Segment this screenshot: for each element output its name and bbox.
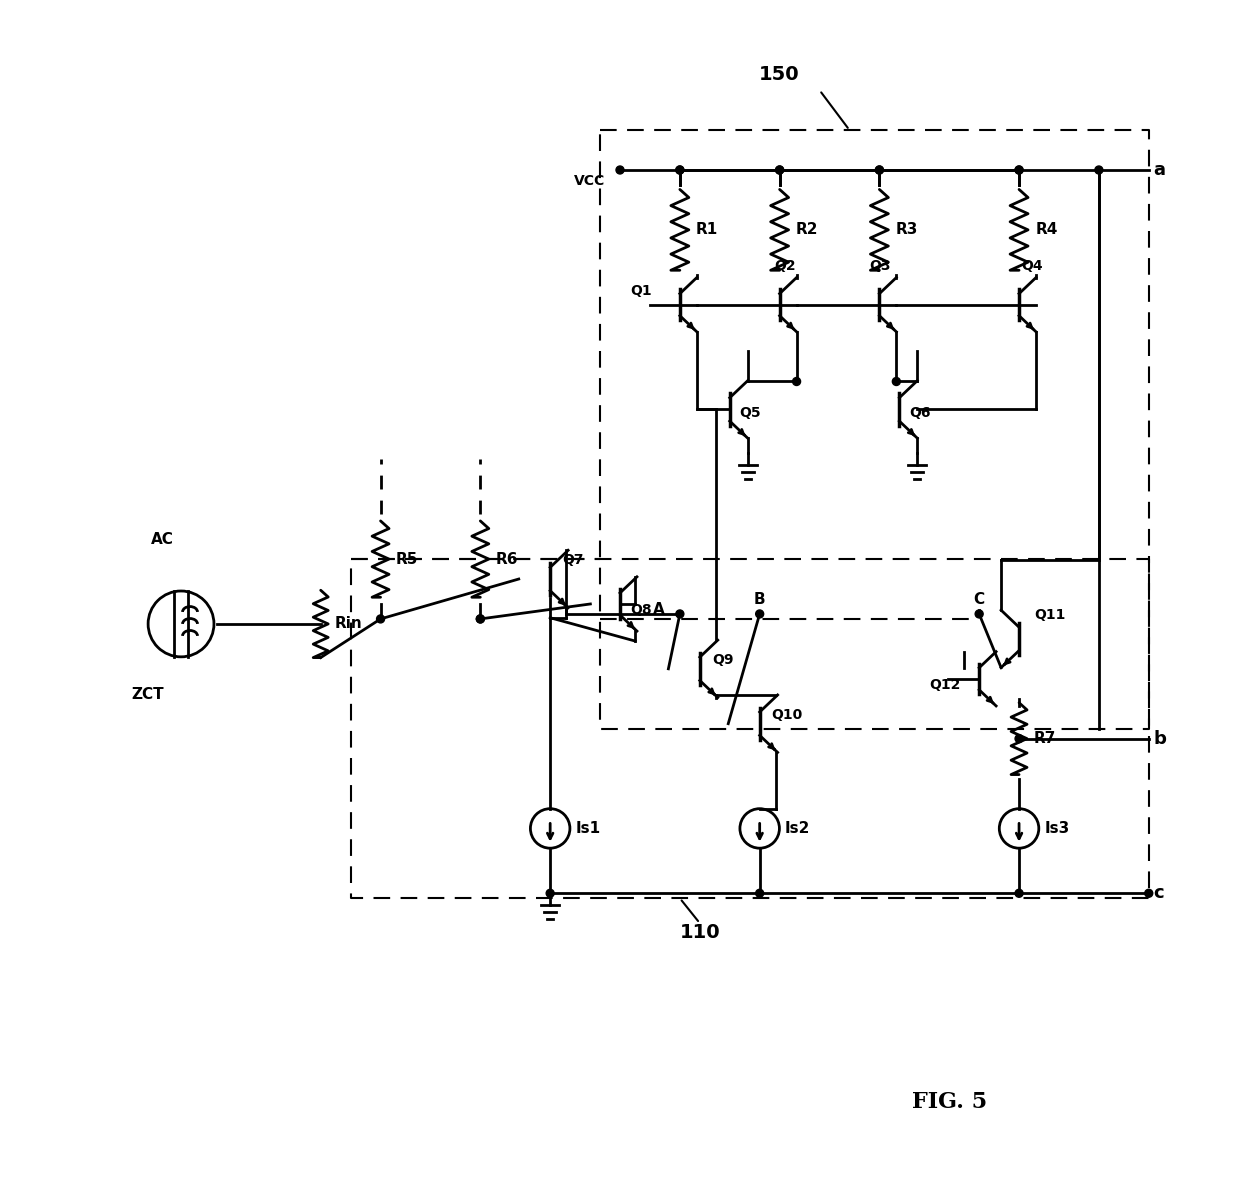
Text: R6: R6 — [496, 552, 518, 567]
Circle shape — [676, 166, 683, 174]
Circle shape — [1016, 735, 1023, 743]
Circle shape — [476, 615, 485, 623]
Text: Q4: Q4 — [1021, 258, 1043, 272]
Text: B: B — [754, 592, 765, 607]
Circle shape — [755, 610, 764, 618]
Text: ZCT: ZCT — [131, 686, 164, 702]
Text: Is3: Is3 — [1044, 821, 1069, 836]
Text: Q1: Q1 — [630, 284, 651, 297]
Text: R4: R4 — [1035, 223, 1058, 237]
Text: Q2: Q2 — [775, 258, 796, 272]
Circle shape — [1095, 166, 1102, 174]
Text: A: A — [653, 602, 665, 617]
Text: a: a — [1153, 162, 1166, 179]
Text: Is1: Is1 — [575, 821, 600, 836]
Text: Q12: Q12 — [929, 678, 961, 692]
Text: Q10: Q10 — [771, 707, 802, 722]
Circle shape — [776, 166, 784, 174]
Text: Q3: Q3 — [869, 258, 890, 272]
Text: Q11: Q11 — [1034, 608, 1065, 623]
Text: Q9: Q9 — [712, 653, 733, 667]
Text: R2: R2 — [796, 223, 818, 237]
Circle shape — [546, 889, 554, 897]
Text: c: c — [1153, 884, 1164, 902]
Text: R5: R5 — [396, 552, 418, 567]
Circle shape — [476, 615, 485, 623]
Text: Q7: Q7 — [562, 553, 584, 567]
Circle shape — [377, 615, 384, 623]
Circle shape — [1016, 166, 1023, 174]
Circle shape — [776, 166, 784, 174]
Text: VCC: VCC — [574, 174, 605, 187]
Circle shape — [616, 166, 624, 174]
Circle shape — [676, 166, 683, 174]
Text: Q5: Q5 — [740, 407, 761, 421]
Text: b: b — [1153, 730, 1167, 747]
Text: Rin: Rin — [334, 617, 362, 632]
Text: Q6: Q6 — [909, 407, 931, 421]
Text: 150: 150 — [759, 65, 800, 84]
Circle shape — [676, 610, 683, 618]
Circle shape — [975, 610, 983, 618]
Text: C: C — [973, 592, 985, 607]
Text: 110: 110 — [680, 923, 720, 942]
Text: AC: AC — [151, 532, 174, 547]
Text: R3: R3 — [895, 223, 918, 237]
Text: R1: R1 — [696, 223, 718, 237]
Text: Q8: Q8 — [630, 602, 651, 617]
Circle shape — [792, 377, 801, 386]
Text: R7: R7 — [1033, 731, 1055, 746]
Circle shape — [1016, 889, 1023, 897]
Text: FIG. 5: FIG. 5 — [911, 1091, 987, 1113]
Circle shape — [1016, 166, 1023, 174]
Circle shape — [875, 166, 883, 174]
Circle shape — [893, 377, 900, 386]
Circle shape — [875, 166, 883, 174]
Circle shape — [755, 889, 764, 897]
Circle shape — [1145, 889, 1153, 897]
Text: Is2: Is2 — [785, 821, 810, 836]
